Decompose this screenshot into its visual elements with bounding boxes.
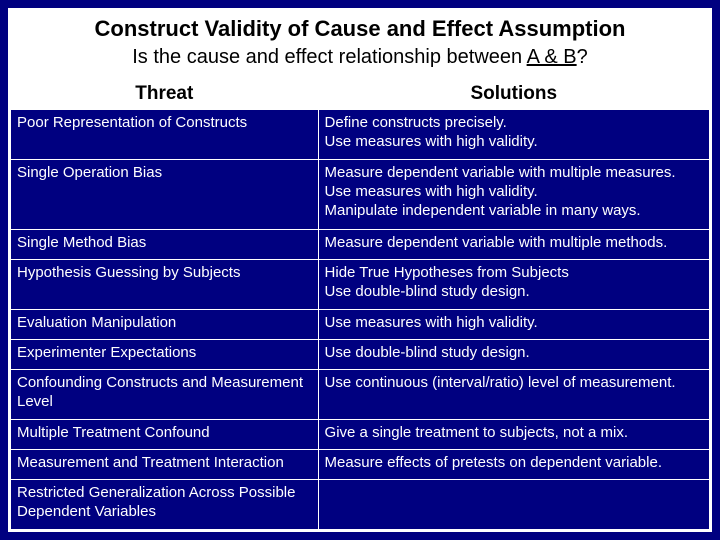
threat-cell: Experimenter Expectations xyxy=(11,339,319,369)
table-row: Confounding Constructs and Measurement L… xyxy=(11,370,710,420)
solution-line: Hide True Hypotheses from Subjects xyxy=(325,264,703,283)
table-row: Hypothesis Guessing by SubjectsHide True… xyxy=(11,259,710,309)
threat-cell: Confounding Constructs and Measurement L… xyxy=(11,370,319,420)
solution-cell: Use continuous (interval/ratio) level of… xyxy=(318,370,709,420)
title-sub-suffix: ? xyxy=(577,46,588,68)
title-sub: Is the cause and effect relationship bet… xyxy=(18,44,702,70)
threat-cell: Multiple Treatment Confound xyxy=(11,419,319,449)
slide: Construct Validity of Cause and Effect A… xyxy=(0,0,720,540)
solution-line: Use continuous (interval/ratio) level of… xyxy=(325,374,703,393)
solution-line: Measure dependent variable with multiple… xyxy=(325,234,703,253)
slide-frame: Construct Validity of Cause and Effect A… xyxy=(8,8,712,532)
solution-line: Define constructs precisely. xyxy=(325,114,703,133)
solution-cell: Measure effects of pretests on dependent… xyxy=(318,449,709,479)
table-row: Multiple Treatment Confound Give a single… xyxy=(11,419,710,449)
threat-cell: Single Method Bias xyxy=(11,229,319,259)
threat-cell: Single Operation Bias xyxy=(11,160,319,229)
solution-line: Measure effects of pretests on dependent… xyxy=(325,454,703,473)
threat-cell: Hypothesis Guessing by Subjects xyxy=(11,259,319,309)
solution-cell xyxy=(318,480,709,530)
table-row: Evaluation Manipulation Use measures with… xyxy=(11,309,710,339)
threat-cell: Evaluation Manipulation xyxy=(11,309,319,339)
solution-line: Use measures with high validity. xyxy=(325,133,703,152)
table-row: Restricted Generalization Across Possibl… xyxy=(11,480,710,530)
validity-table: Threat Solutions Poor Representation of … xyxy=(10,78,710,530)
col-header-threat: Threat xyxy=(11,79,319,110)
solution-line: Use double-blind study design. xyxy=(325,344,703,363)
solution-line: Manipulate independent variable in many … xyxy=(325,202,703,221)
threat-cell: Restricted Generalization Across Possibl… xyxy=(11,480,319,530)
solution-cell: Use double-blind study design. xyxy=(318,339,709,369)
threat-cell: Measurement and Treatment Interaction xyxy=(11,449,319,479)
table-header-row: Threat Solutions xyxy=(11,79,710,110)
solution-cell: Give a single treatment to subjects, not… xyxy=(318,419,709,449)
table-row: Single Method Bias Measure dependent vari… xyxy=(11,229,710,259)
title-sub-underlined: A & B xyxy=(527,46,577,68)
solution-cell: Use measures with high validity. xyxy=(318,309,709,339)
solution-line: Use measures with high validity. xyxy=(325,314,703,333)
solution-cell: Measure dependent variable with multiple… xyxy=(318,160,709,229)
title-main: Construct Validity of Cause and Effect A… xyxy=(18,16,702,42)
title-block: Construct Validity of Cause and Effect A… xyxy=(10,10,710,78)
table-row: Poor Representation of ConstructsDefine … xyxy=(11,110,710,160)
solution-cell: Measure dependent variable with multiple… xyxy=(318,229,709,259)
col-header-solutions: Solutions xyxy=(318,79,709,110)
solution-line: Use measures with high validity. xyxy=(325,183,703,202)
table-row: Measurement and Treatment Interaction Mea… xyxy=(11,449,710,479)
title-sub-prefix: Is the cause and effect relationship bet… xyxy=(132,46,526,68)
solution-cell: Hide True Hypotheses from SubjectsUse do… xyxy=(318,259,709,309)
solution-line: Give a single treatment to subjects, not… xyxy=(325,424,703,443)
threat-cell: Poor Representation of Constructs xyxy=(11,110,319,160)
table-row: Single Operation Bias Measure dependent v… xyxy=(11,160,710,229)
solution-line: Measure dependent variable with multiple… xyxy=(325,164,703,183)
table-body: Poor Representation of ConstructsDefine … xyxy=(11,110,710,530)
solution-line: Use double-blind study design. xyxy=(325,283,703,302)
table-row: Experimenter Expectations Use double-blin… xyxy=(11,339,710,369)
solution-cell: Define constructs precisely.Use measures… xyxy=(318,110,709,160)
